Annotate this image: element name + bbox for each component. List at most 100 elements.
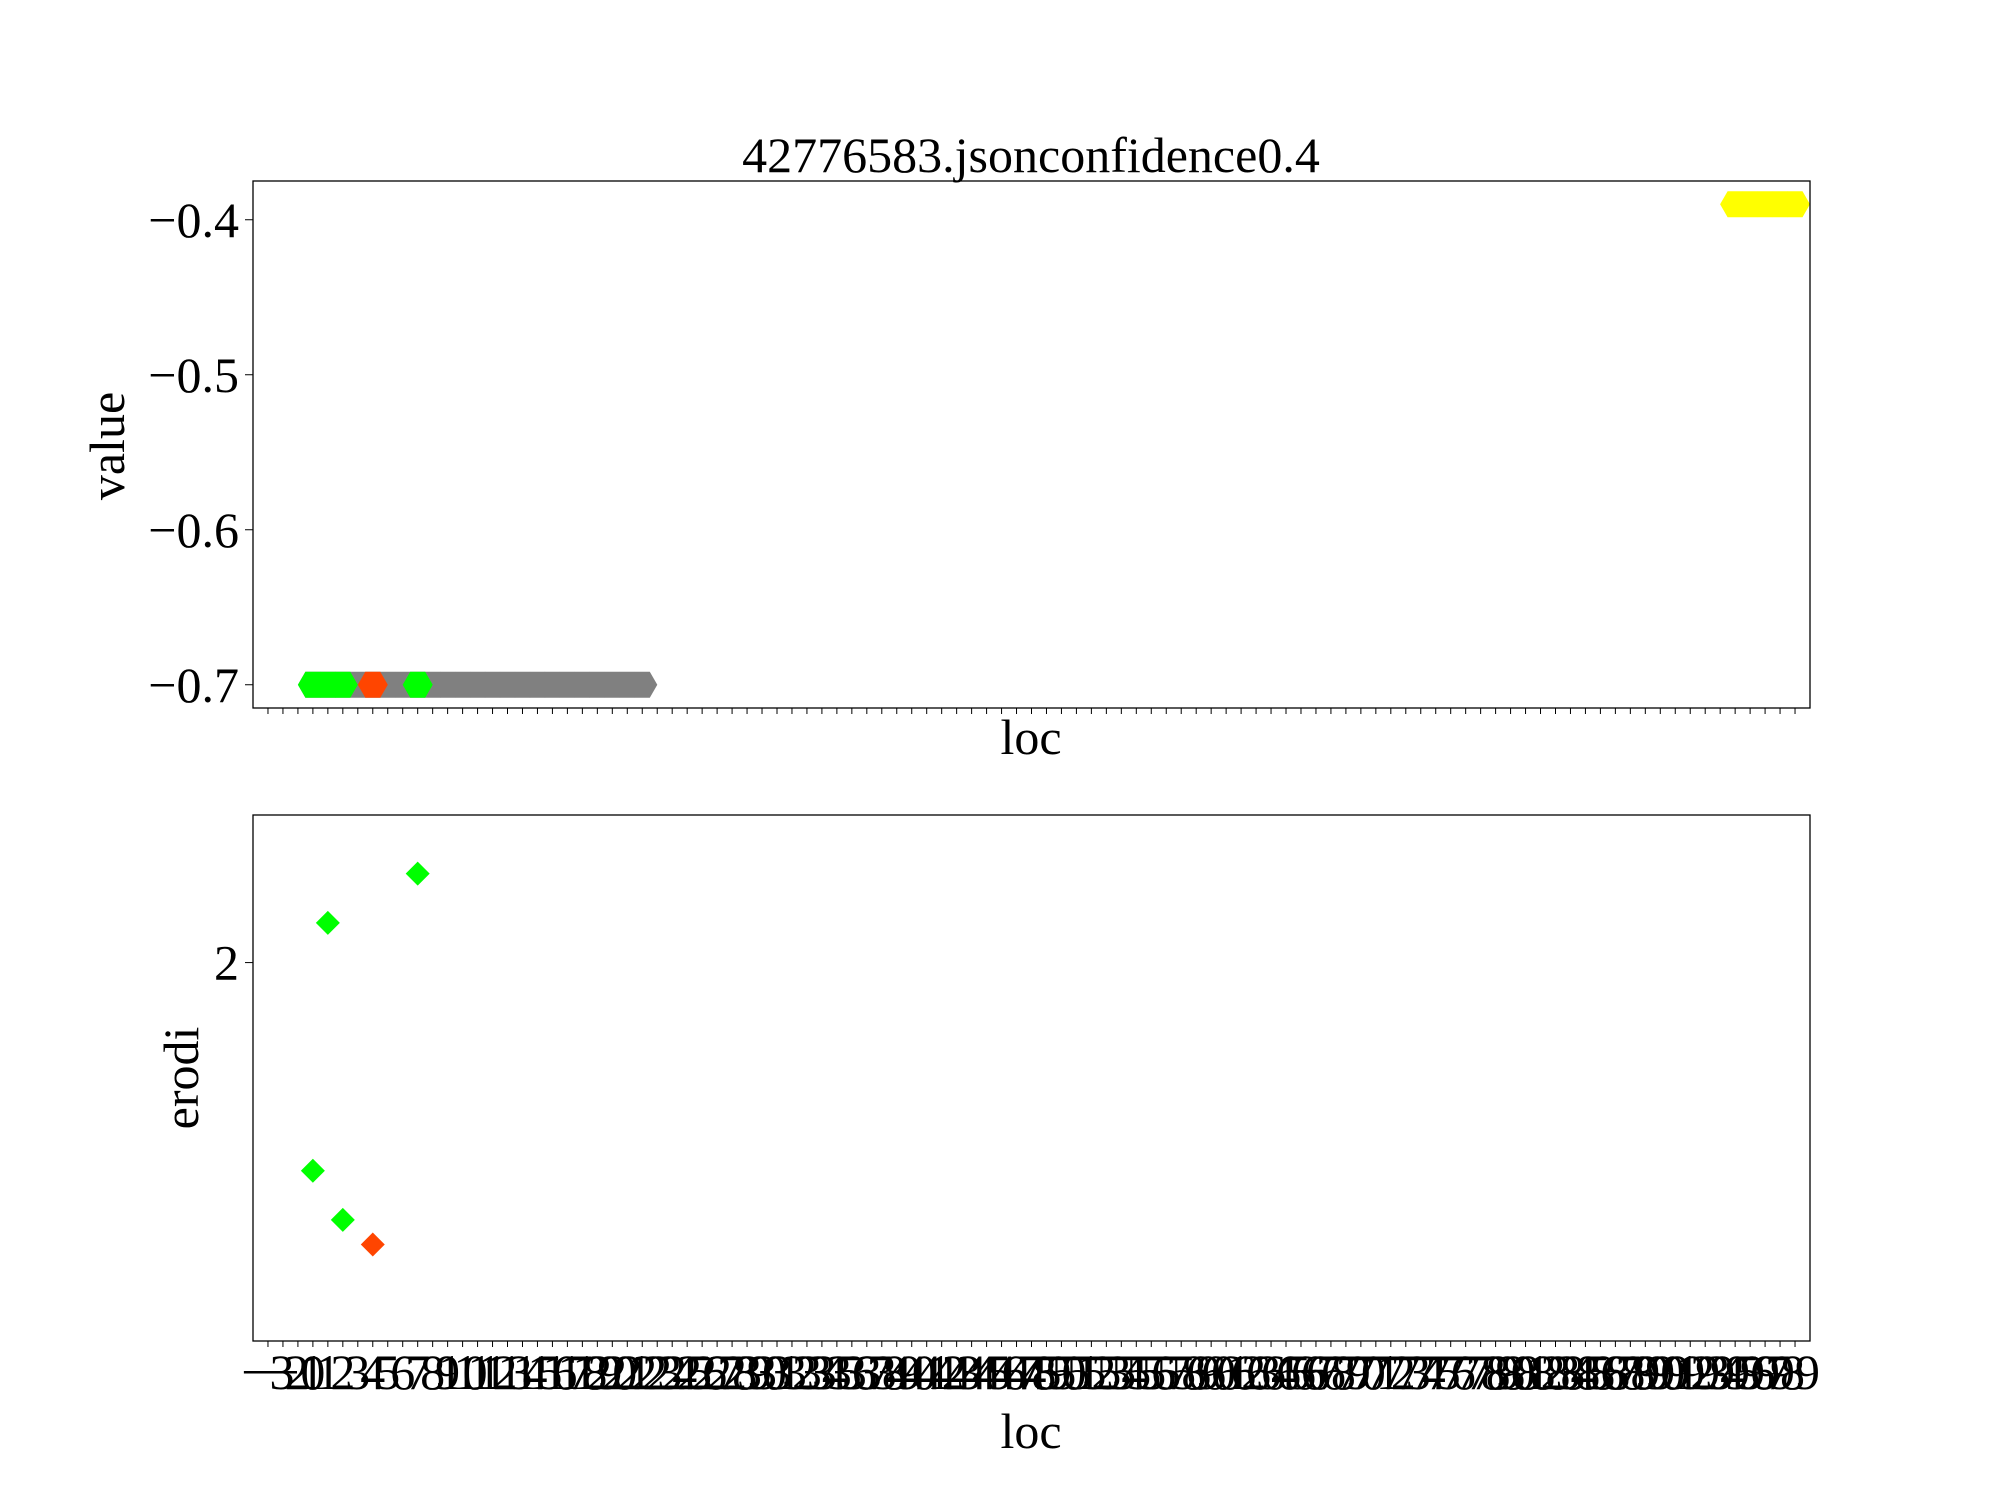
bottom-axis-ticks: 2−3−2−1012345678910111213141516171819202… xyxy=(214,935,1820,1400)
bottom-x-tick-label: 61 xyxy=(1201,1344,1251,1400)
bottom-x-tick-label: 11 xyxy=(453,1344,501,1400)
bottom-x-tick-label: 7 xyxy=(405,1344,430,1400)
bottom-x-tick-label: 98 xyxy=(1755,1344,1805,1400)
bottom-x-tick-label: 95 xyxy=(1710,1344,1760,1400)
top-series-4 xyxy=(402,671,433,698)
bottom-y-tick-label: 2 xyxy=(214,935,239,991)
bottom-x-tick-label: 63 xyxy=(1231,1344,1281,1400)
top-y-tick-label: −0.6 xyxy=(148,502,239,558)
bottom-x-axis-label: loc xyxy=(1000,1403,1061,1459)
bottom-x-tick-label: 66 xyxy=(1276,1344,1326,1400)
bottom-x-tick-label: 18 xyxy=(557,1344,607,1400)
bottom-x-tick-label: 60 xyxy=(1186,1344,1236,1400)
bottom-x-tick-label: 71 xyxy=(1351,1344,1401,1400)
bottom-x-tick-label: 10 xyxy=(438,1344,488,1400)
bottom-panel: 2−3−2−1012345678910111213141516171819202… xyxy=(153,814,1820,1459)
top-data-point xyxy=(327,671,358,698)
bottom-x-tick-label: 42 xyxy=(917,1344,967,1400)
bottom-x-tick-label: 78 xyxy=(1456,1344,1506,1400)
bottom-y-axis-label: erodi xyxy=(153,1027,209,1130)
bottom-x-tick-label: 31 xyxy=(752,1344,802,1400)
bottom-x-tick-label: 79 xyxy=(1471,1344,1521,1400)
bottom-x-tick-label: 74 xyxy=(1396,1344,1446,1400)
bottom-x-tick-label: 36 xyxy=(827,1344,877,1400)
bottom-x-tick-label: 8 xyxy=(420,1344,445,1400)
bottom-x-tick-label: 75 xyxy=(1411,1344,1461,1400)
bottom-x-tick-label: 28 xyxy=(707,1344,757,1400)
bottom-x-tick-label: 40 xyxy=(887,1344,937,1400)
bottom-x-tick-label: 82 xyxy=(1516,1344,1566,1400)
bottom-x-tick-label: 70 xyxy=(1336,1344,1386,1400)
bottom-x-tick-label: 39 xyxy=(872,1344,922,1400)
bottom-x-tick-label: 29 xyxy=(722,1344,772,1400)
bottom-x-tick-label: 86 xyxy=(1575,1344,1625,1400)
bottom-x-tick-label: 32 xyxy=(767,1344,817,1400)
bottom-x-tick-label: 5 xyxy=(375,1344,400,1400)
bottom-x-tick-label: 73 xyxy=(1381,1344,1431,1400)
bottom-x-tick-label: 96 xyxy=(1725,1344,1775,1400)
bottom-x-tick-label: 44 xyxy=(947,1344,997,1400)
bottom-x-tick-label: 58 xyxy=(1156,1344,1206,1400)
top-series-3 xyxy=(357,671,388,698)
bottom-x-tick-label: 83 xyxy=(1530,1344,1580,1400)
top-axes-frame xyxy=(252,180,1811,709)
bottom-x-tick-label: 62 xyxy=(1216,1344,1266,1400)
bottom-x-tick-label: 53 xyxy=(1081,1344,1131,1400)
bottom-x-tick-label: 41 xyxy=(902,1344,952,1400)
bottom-x-tick-label: 97 xyxy=(1740,1344,1790,1400)
bottom-x-tick-label: 24 xyxy=(647,1344,697,1400)
bottom-x-tick-label: 55 xyxy=(1111,1344,1161,1400)
top-y-tick-label: −0.4 xyxy=(148,192,239,248)
bottom-x-tick-label: 85 xyxy=(1560,1344,1610,1400)
bottom-x-tick-label: 59 xyxy=(1171,1344,1221,1400)
bottom-x-tick-label: 65 xyxy=(1261,1344,1311,1400)
bottom-x-tick-label: 52 xyxy=(1066,1344,1116,1400)
bottom-x-tick-label: 91 xyxy=(1650,1344,1700,1400)
bottom-x-tick-label: 56 xyxy=(1126,1344,1176,1400)
bottom-data-point xyxy=(360,1232,385,1257)
top-plot-marks xyxy=(297,191,1810,698)
bottom-plot-marks xyxy=(300,861,430,1257)
bottom-x-tick-label: 6 xyxy=(390,1344,415,1400)
top-x-axis-label: loc xyxy=(1000,709,1061,765)
bottom-axes-frame xyxy=(252,814,1811,1342)
bottom-x-tick-label: 17 xyxy=(542,1344,592,1400)
bottom-x-tick-label: 19 xyxy=(572,1344,622,1400)
bottom-x-tick-label: 57 xyxy=(1141,1344,1191,1400)
top-y-axis-label: value xyxy=(79,392,135,500)
top-y-tick-label: −0.5 xyxy=(148,347,239,403)
bottom-x-tick-label: 88 xyxy=(1605,1344,1655,1400)
bottom-x-tick-label: 3 xyxy=(345,1344,370,1400)
bottom-x-tick-label: 80 xyxy=(1486,1344,1536,1400)
bottom-x-tick-label: 35 xyxy=(812,1344,862,1400)
bottom-data-point xyxy=(300,1158,325,1183)
bottom-x-tick-label: 26 xyxy=(677,1344,727,1400)
bottom-x-tick-label: 54 xyxy=(1096,1344,1146,1400)
top-data-point xyxy=(1780,191,1810,218)
bottom-x-tick-label: 94 xyxy=(1695,1344,1745,1400)
bottom-x-tick-label: 4 xyxy=(360,1344,385,1400)
top-y-tick-label: −0.7 xyxy=(148,657,239,713)
bottom-x-tick-label: 81 xyxy=(1501,1344,1551,1400)
bottom-data-point xyxy=(315,910,340,935)
bottom-x-tick-label: 93 xyxy=(1680,1344,1730,1400)
bottom-x-tick-label: 37 xyxy=(842,1344,892,1400)
top-data-point xyxy=(402,671,433,698)
bottom-x-tick-label: 90 xyxy=(1635,1344,1685,1400)
bottom-x-tick-label: 92 xyxy=(1665,1344,1715,1400)
bottom-x-tick-label: 15 xyxy=(512,1344,562,1400)
bottom-x-tick-label: 14 xyxy=(497,1344,547,1400)
bottom-x-tick-label: 84 xyxy=(1545,1344,1595,1400)
bottom-x-tick-label: 21 xyxy=(602,1344,652,1400)
bottom-x-tick-label: 34 xyxy=(797,1344,847,1400)
top-series-2 xyxy=(297,671,358,698)
bottom-x-tick-label: 13 xyxy=(483,1344,533,1400)
bottom-x-tick-label: 50 xyxy=(1036,1344,1086,1400)
bottom-x-tick-label: 33 xyxy=(782,1344,832,1400)
bottom-x-tick-label: 16 xyxy=(527,1344,577,1400)
bottom-x-tick-label: 51 xyxy=(1051,1344,1101,1400)
bottom-x-tick-label: 99 xyxy=(1770,1344,1820,1400)
top-data-point xyxy=(627,671,658,698)
